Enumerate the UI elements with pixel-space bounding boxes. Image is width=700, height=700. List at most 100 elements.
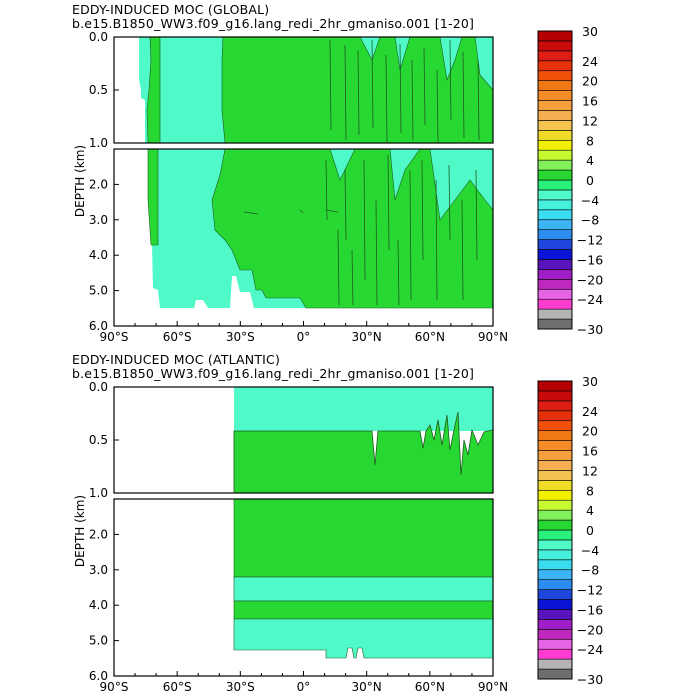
colorbar-swatch — [537, 239, 573, 250]
atlantic-ytick-label: 3.0 — [89, 563, 108, 577]
colorbar-label: 0 — [586, 523, 594, 538]
colorbar-swatch — [537, 609, 573, 620]
colorbar-swatch — [537, 189, 573, 201]
colorbar-swatch — [537, 219, 573, 230]
colorbar-label: −12 — [577, 583, 603, 598]
colorbar-swatch — [537, 529, 573, 541]
atlantic-subtitle: b.e15.B1850_WW3.f09_g16.lang_redi_2hr_gm… — [72, 366, 474, 381]
global-upper-contour-lines — [329, 39, 480, 143]
global-upper-zero-region — [146, 36, 161, 144]
colorbar-swatch — [537, 30, 573, 42]
global-title: EDDY-INDUCED MOC (GLOBAL) — [72, 2, 269, 17]
colorbar-swatch — [537, 60, 573, 72]
colorbar-swatch — [537, 318, 573, 330]
atlantic-upper-panel — [113, 386, 494, 494]
atlantic-ytick-label: 0.5 — [89, 433, 108, 447]
colorbar-label: −12 — [577, 233, 603, 248]
colorbar-swatch — [537, 589, 573, 600]
colorbar-swatch — [537, 519, 573, 531]
colorbar-swatch — [537, 279, 573, 290]
atlantic-lower-zero-band-2 — [233, 600, 494, 620]
colorbar-label: 20 — [582, 424, 598, 439]
global-lower-contour-lines — [243, 154, 478, 306]
atlantic-xtick-label: 60°S — [163, 680, 192, 694]
global-ytick-label: 6.0 — [89, 319, 108, 333]
colorbar-swatch — [537, 120, 573, 131]
global-subtitle: b.e15.B1850_WW3.f09_g16.lang_redi_2hr_gm… — [72, 16, 474, 31]
colorbar-swatch — [537, 400, 573, 412]
colorbar-label: −20 — [577, 272, 603, 287]
global-ylabel: DEPTH (km) — [73, 145, 87, 217]
global-yticks-upper: 0.0 0.5 1.0 — [89, 30, 119, 150]
atlantic-xtick-label: 30°S — [226, 680, 255, 694]
colorbar-swatch — [537, 380, 573, 392]
atlantic-upper-zero-band — [233, 411, 494, 494]
colorbar-swatch — [537, 450, 573, 461]
atlantic-ytick-label: 0.0 — [89, 380, 108, 394]
colorbar-swatch — [537, 298, 573, 310]
atlantic-lower-neg4-band-1 — [233, 576, 494, 602]
global-moc-chart: EDDY-INDUCED MOC (GLOBAL) b.e15.B1850_WW… — [72, 2, 508, 344]
colorbar-swatch — [537, 440, 573, 451]
global-ytick-label: 5.0 — [89, 284, 108, 298]
colorbar-label: 4 — [586, 153, 594, 168]
colorbar-label: 30 — [582, 24, 598, 39]
colorbar-swatch — [537, 539, 573, 551]
global-xtick-label: 90°S — [100, 330, 129, 344]
colorbar-label: 16 — [582, 444, 598, 459]
global-ytick-label: 4.0 — [89, 248, 108, 262]
atlantic-ytick-label: 5.0 — [89, 634, 108, 648]
global-ytick-label: 0.5 — [89, 83, 108, 97]
colorbar-swatch — [537, 199, 573, 211]
colorbar-label: −16 — [577, 602, 603, 617]
colorbar-label: −24 — [577, 642, 603, 657]
global-ytick-label: 0.0 — [89, 30, 108, 44]
colorbar-swatch — [537, 559, 573, 571]
colorbar-label: −30 — [577, 322, 603, 337]
atlantic-xtick-label: 0° — [297, 680, 311, 694]
colorbar-swatch — [537, 390, 573, 402]
colorbar-swatch — [537, 619, 573, 630]
atlantic-xticks: 90°S 60°S 30°S 0° 30°N 60°N 90°N — [100, 671, 508, 694]
colorbar-label: 24 — [582, 54, 598, 69]
global-xtick-label: 60°S — [163, 330, 192, 344]
colorbar-swatch — [537, 110, 573, 121]
global-ytick-label: 3.0 — [89, 213, 108, 227]
atlantic-upper-neg4-band — [234, 387, 493, 431]
colorbar-swatch — [537, 308, 573, 320]
colorbar-label: 20 — [582, 74, 598, 89]
colorbar-swatch — [537, 229, 573, 240]
colorbar-swatch — [537, 70, 573, 81]
atlantic-ytick-label: 2.0 — [89, 527, 108, 541]
colorbar-swatch — [537, 259, 573, 270]
colorbar-label: 12 — [582, 113, 598, 128]
colorbar-swatch — [537, 179, 573, 191]
colorbar-global: 30 24 20 16 12 8 4 0 −4 −8 −12 −16 −20 −24 −30 — [537, 24, 603, 337]
atlantic-lower-zero-band-1 — [233, 498, 494, 578]
colorbar-swatch — [537, 658, 573, 670]
atlantic-lower-panel — [113, 498, 494, 677]
colorbar-swatch — [537, 509, 573, 521]
colorbar-label: −8 — [581, 213, 599, 228]
colorbar-swatch — [537, 80, 573, 91]
colorbar-atlantic: 30 24 20 16 12 8 4 0 −4 −8 −12 −16 −20 −24 −30 — [537, 374, 603, 687]
colorbar-swatch — [537, 599, 573, 610]
colorbar-swatch — [537, 489, 573, 501]
global-xtick-label: 60°N — [415, 330, 445, 344]
colorbar-label: −20 — [577, 622, 603, 637]
atlantic-yticks-lower: 2.0 3.0 4.0 5.0 6.0 — [89, 527, 119, 683]
colorbar-swatch — [537, 629, 573, 640]
global-ytick-label: 2.0 — [89, 177, 108, 191]
colorbar-swatch — [537, 249, 573, 260]
colorbar-label: 0 — [586, 173, 594, 188]
colorbar-swatch — [537, 648, 573, 660]
colorbar-label: −4 — [581, 193, 599, 208]
colorbar-label: −24 — [577, 292, 603, 307]
colorbar-swatch — [537, 50, 573, 62]
colorbar-swatch — [537, 269, 573, 280]
colorbar-swatch — [537, 209, 573, 221]
atlantic-ytick-label: 4.0 — [89, 598, 108, 612]
colorbar-swatch — [537, 410, 573, 422]
global-yticks-lower: 2.0 3.0 4.0 5.0 6.0 — [89, 177, 119, 333]
